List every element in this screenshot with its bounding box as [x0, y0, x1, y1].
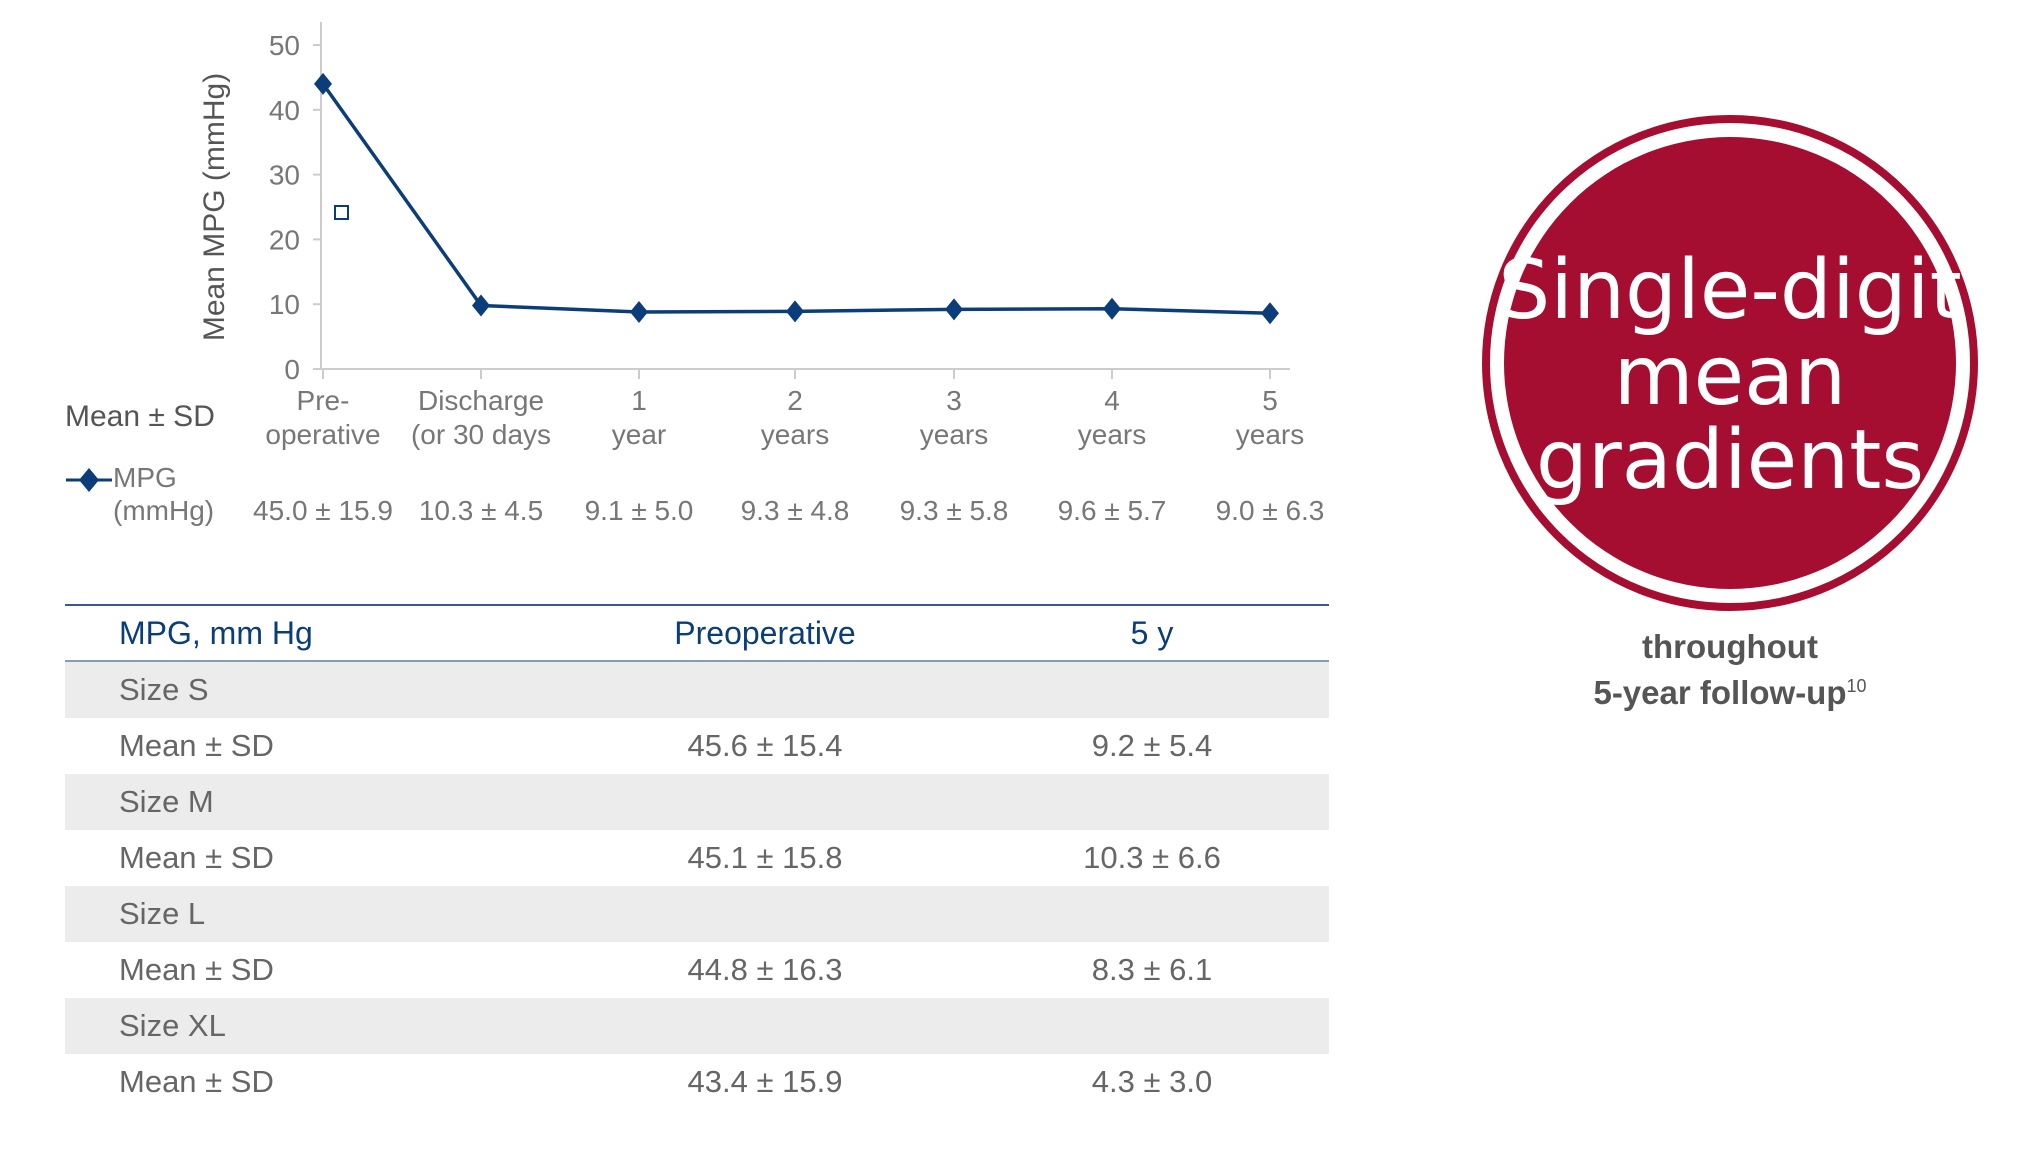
x-tick-label: year: [612, 419, 666, 450]
summary-value: 9.0 ± 6.3: [1216, 495, 1325, 526]
x-tick-label: years: [761, 419, 829, 450]
caption-text: 5-year follow-up: [1593, 674, 1847, 711]
x-tick-label: 4: [1104, 385, 1120, 416]
cell-label: Size S: [119, 672, 209, 707]
x-tick-label: (or 30 days: [411, 419, 551, 450]
badge-line-3: gradients: [1536, 413, 1924, 508]
x-tick-label: years: [1236, 419, 1304, 450]
x-tick-label: 1: [631, 385, 647, 416]
cell-label: Size M: [119, 784, 214, 819]
cell-5y: 8.3 ± 6.1: [1091, 952, 1213, 987]
legend-unit: (mmHg): [113, 495, 214, 526]
cell-preoperative: 44.8 ± 16.3: [687, 952, 843, 987]
header-mpg: MPG, mm Hg: [119, 614, 313, 651]
cell-5y: 10.3 ± 6.6: [1083, 840, 1221, 875]
cell-preoperative: 45.6 ± 15.4: [687, 728, 843, 763]
x-tick-label: 2: [787, 385, 803, 416]
cell-label: Mean ± SD: [119, 840, 274, 875]
badge-line-2: mean: [1614, 329, 1847, 424]
table-row: Mean ± SD 45.1 ± 15.8 10.3 ± 6.6: [65, 830, 1329, 886]
cell-label: Mean ± SD: [119, 1064, 274, 1099]
row-header-mean-sd: Mean ± SD: [65, 400, 215, 433]
x-tick-label: 5: [1262, 385, 1278, 416]
cell-label: Mean ± SD: [119, 952, 274, 987]
badge-circle: [1504, 137, 1956, 589]
series-line-mpg: [321, 82, 1271, 316]
table-group-row: Size XL: [65, 998, 1329, 1054]
table-header: MPG, mm Hg Preoperative 5 y: [65, 606, 1329, 662]
table-row: Mean ± SD 44.8 ± 16.3 8.3 ± 6.1: [65, 942, 1329, 998]
cell-preoperative: 43.4 ± 15.9: [687, 1064, 843, 1099]
cell-preoperative: 45.1 ± 15.8: [687, 840, 843, 875]
data-point: [1103, 297, 1121, 320]
cell-label: Size XL: [119, 1008, 226, 1043]
data-point: [630, 300, 648, 323]
summary-value: 9.3 ± 5.8: [900, 495, 1009, 526]
header-5y: 5 y: [1130, 614, 1174, 651]
summary-value: 45.0 ± 15.9: [253, 495, 393, 526]
table-group-row: Size L: [65, 886, 1329, 942]
badge-caption-1: throughout: [1642, 628, 1818, 665]
y-tick-label: 10: [269, 289, 300, 320]
y-tick-label: 0: [284, 354, 300, 385]
header-preoperative: Preoperative: [674, 614, 856, 651]
summary-value: 9.1 ± 5.0: [585, 495, 694, 526]
y-axis-label: Mean MPG (mmHg): [198, 73, 231, 341]
cell-5y: 4.3 ± 3.0: [1091, 1064, 1213, 1099]
table-row: Mean ± SD 43.4 ± 15.9 4.3 ± 3.0: [65, 1054, 1329, 1110]
y-tick-label: 50: [269, 30, 300, 61]
summary-value: 10.3 ± 4.5: [419, 495, 543, 526]
cell-label: Mean ± SD: [119, 728, 274, 763]
mpg-size-table: MPG, mm Hg Preoperative 5 y Size S Mean ±…: [65, 604, 1329, 1110]
x-tick-label: 3: [946, 385, 962, 416]
legend-label: MPG: [113, 462, 177, 493]
y-tick-label: 40: [269, 95, 300, 126]
data-point: [945, 298, 963, 321]
badge-line-1: Single-digit: [1498, 243, 1962, 338]
x-tick-label: years: [1078, 419, 1146, 450]
summary-value: 9.6 ± 5.7: [1058, 495, 1167, 526]
x-tick-label: Discharge: [418, 385, 544, 416]
cell-5y: 9.2 ± 5.4: [1091, 728, 1213, 763]
marker-square-icon: [334, 205, 349, 220]
legend-diamond-icon: [79, 468, 99, 492]
table-group-row: Size S: [65, 662, 1329, 718]
data-point: [314, 72, 332, 95]
y-tick-label: 20: [269, 224, 300, 255]
data-point: [786, 300, 804, 323]
data-point: [472, 294, 490, 317]
cell-label: Size L: [119, 896, 206, 931]
footnote-ref: 10: [1846, 676, 1867, 696]
y-tick-label: 30: [269, 160, 300, 191]
table-row: Mean ± SD 45.6 ± 15.4 9.2 ± 5.4: [65, 718, 1329, 774]
badge-outer-ring: [1482, 115, 1978, 611]
x-tick-label: operative: [265, 419, 380, 450]
x-tick-label: Pre-: [297, 385, 350, 416]
table-group-row: Size M: [65, 774, 1329, 830]
x-tick-label: years: [920, 419, 988, 450]
badge-caption-2: 5-year follow-up10: [1480, 674, 1980, 712]
data-point: [1261, 302, 1279, 325]
summary-value: 9.3 ± 4.8: [741, 495, 850, 526]
